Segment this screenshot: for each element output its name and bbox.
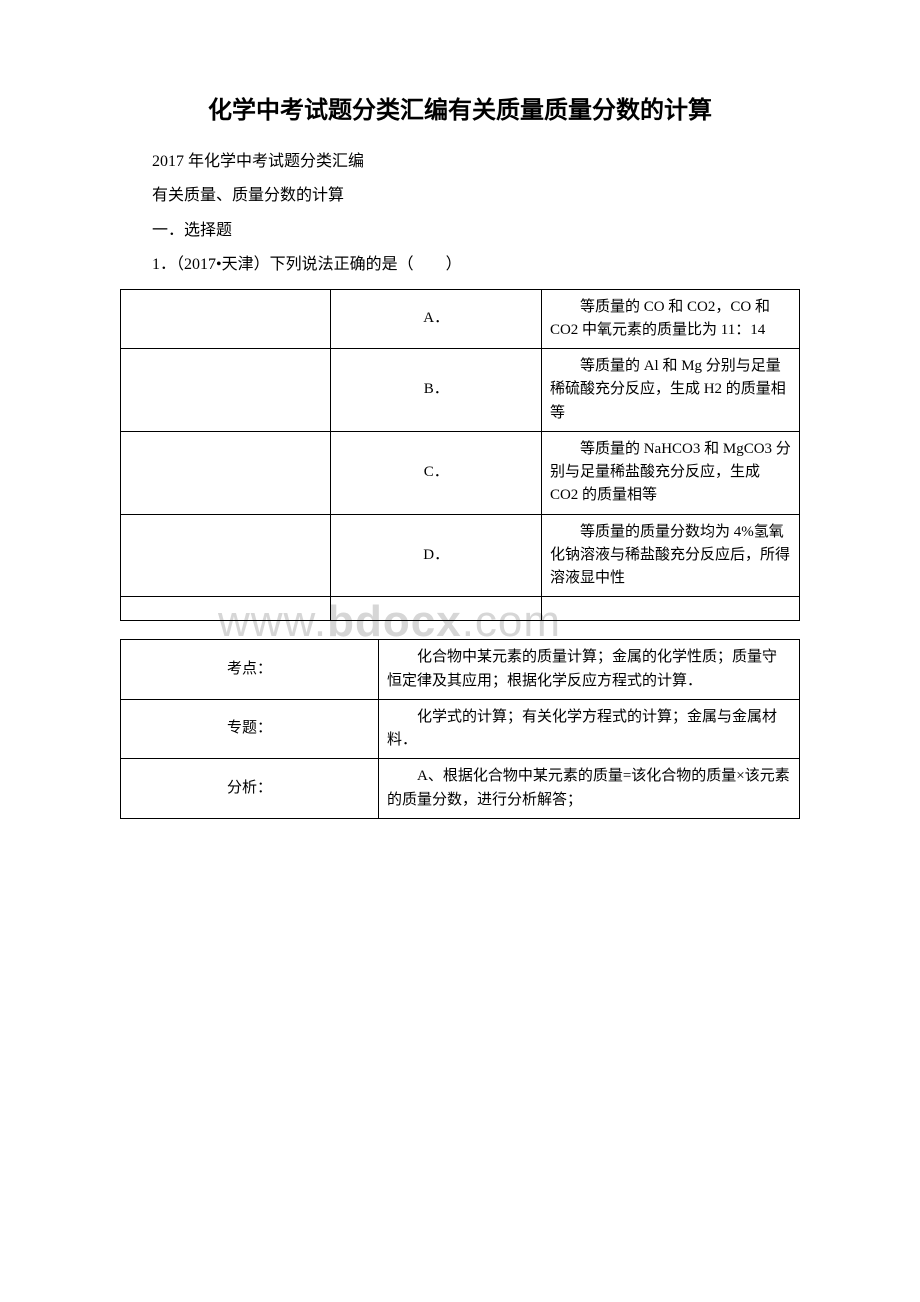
subtitle-line-1: 2017 年化学中考试题分类汇编 (120, 147, 800, 177)
table-row-empty (121, 597, 800, 621)
analysis-table: 考点： 化合物中某元素的质量计算；金属的化学性质；质量守恒定律及其应用；根据化学… (120, 639, 800, 819)
table-row: C． 等质量的 NaHCO3 和 MgCO3 分别与足量稀盐酸充分反应，生成 C… (121, 431, 800, 514)
option-text: 等质量的 CO 和 CO2，CO 和 CO2 中氧元素的质量比为 11：14 (541, 289, 799, 349)
table-row: A． 等质量的 CO 和 CO2，CO 和 CO2 中氧元素的质量比为 11：1… (121, 289, 800, 349)
cell-empty (121, 514, 331, 597)
cell-empty (121, 289, 331, 349)
analysis-label: 分析： (121, 759, 379, 819)
option-text: 等质量的 NaHCO3 和 MgCO3 分别与足量稀盐酸充分反应，生成 CO2 … (541, 431, 799, 514)
analysis-label: 考点： (121, 640, 379, 700)
table-row: 分析： A、根据化合物中某元素的质量=该化合物的质量×该元素的质量分数，进行分析… (121, 759, 800, 819)
option-text: 等质量的 Al 和 Mg 分别与足量稀硫酸充分反应，生成 H2 的质量相等 (541, 349, 799, 432)
table-row: B． 等质量的 Al 和 Mg 分别与足量稀硫酸充分反应，生成 H2 的质量相等 (121, 349, 800, 432)
cell-empty (541, 597, 799, 621)
cell-empty (121, 431, 331, 514)
table-row: 考点： 化合物中某元素的质量计算；金属的化学性质；质量守恒定律及其应用；根据化学… (121, 640, 800, 700)
question-stem: 1．（2017•天津）下列说法正确的是（ ） (120, 250, 800, 280)
section-heading: 一．选择题 (120, 216, 800, 246)
analysis-text: 化学式的计算；有关化学方程式的计算；金属与金属材料． (379, 699, 800, 759)
option-label: D． (331, 514, 541, 597)
table-row: D． 等质量的质量分数均为 4%氢氧化钠溶液与稀盐酸充分反应后，所得溶液显中性 (121, 514, 800, 597)
options-table: A． 等质量的 CO 和 CO2，CO 和 CO2 中氧元素的质量比为 11：1… (120, 289, 800, 622)
table-row: 专题： 化学式的计算；有关化学方程式的计算；金属与金属材料． (121, 699, 800, 759)
option-label: A． (331, 289, 541, 349)
content: 化学中考试题分类汇编有关质量质量分数的计算 2017 年化学中考试题分类汇编 有… (120, 90, 800, 819)
analysis-text: A、根据化合物中某元素的质量=该化合物的质量×该元素的质量分数，进行分析解答； (379, 759, 800, 819)
cell-empty (121, 349, 331, 432)
option-label: C． (331, 431, 541, 514)
cell-empty (121, 597, 331, 621)
analysis-text: 化合物中某元素的质量计算；金属的化学性质；质量守恒定律及其应用；根据化学反应方程… (379, 640, 800, 700)
subtitle-line-2: 有关质量、质量分数的计算 (120, 181, 800, 211)
cell-empty (331, 597, 541, 621)
option-text: 等质量的质量分数均为 4%氢氧化钠溶液与稀盐酸充分反应后，所得溶液显中性 (541, 514, 799, 597)
option-label: B． (331, 349, 541, 432)
page-title: 化学中考试题分类汇编有关质量质量分数的计算 (120, 90, 800, 125)
analysis-label: 专题： (121, 699, 379, 759)
